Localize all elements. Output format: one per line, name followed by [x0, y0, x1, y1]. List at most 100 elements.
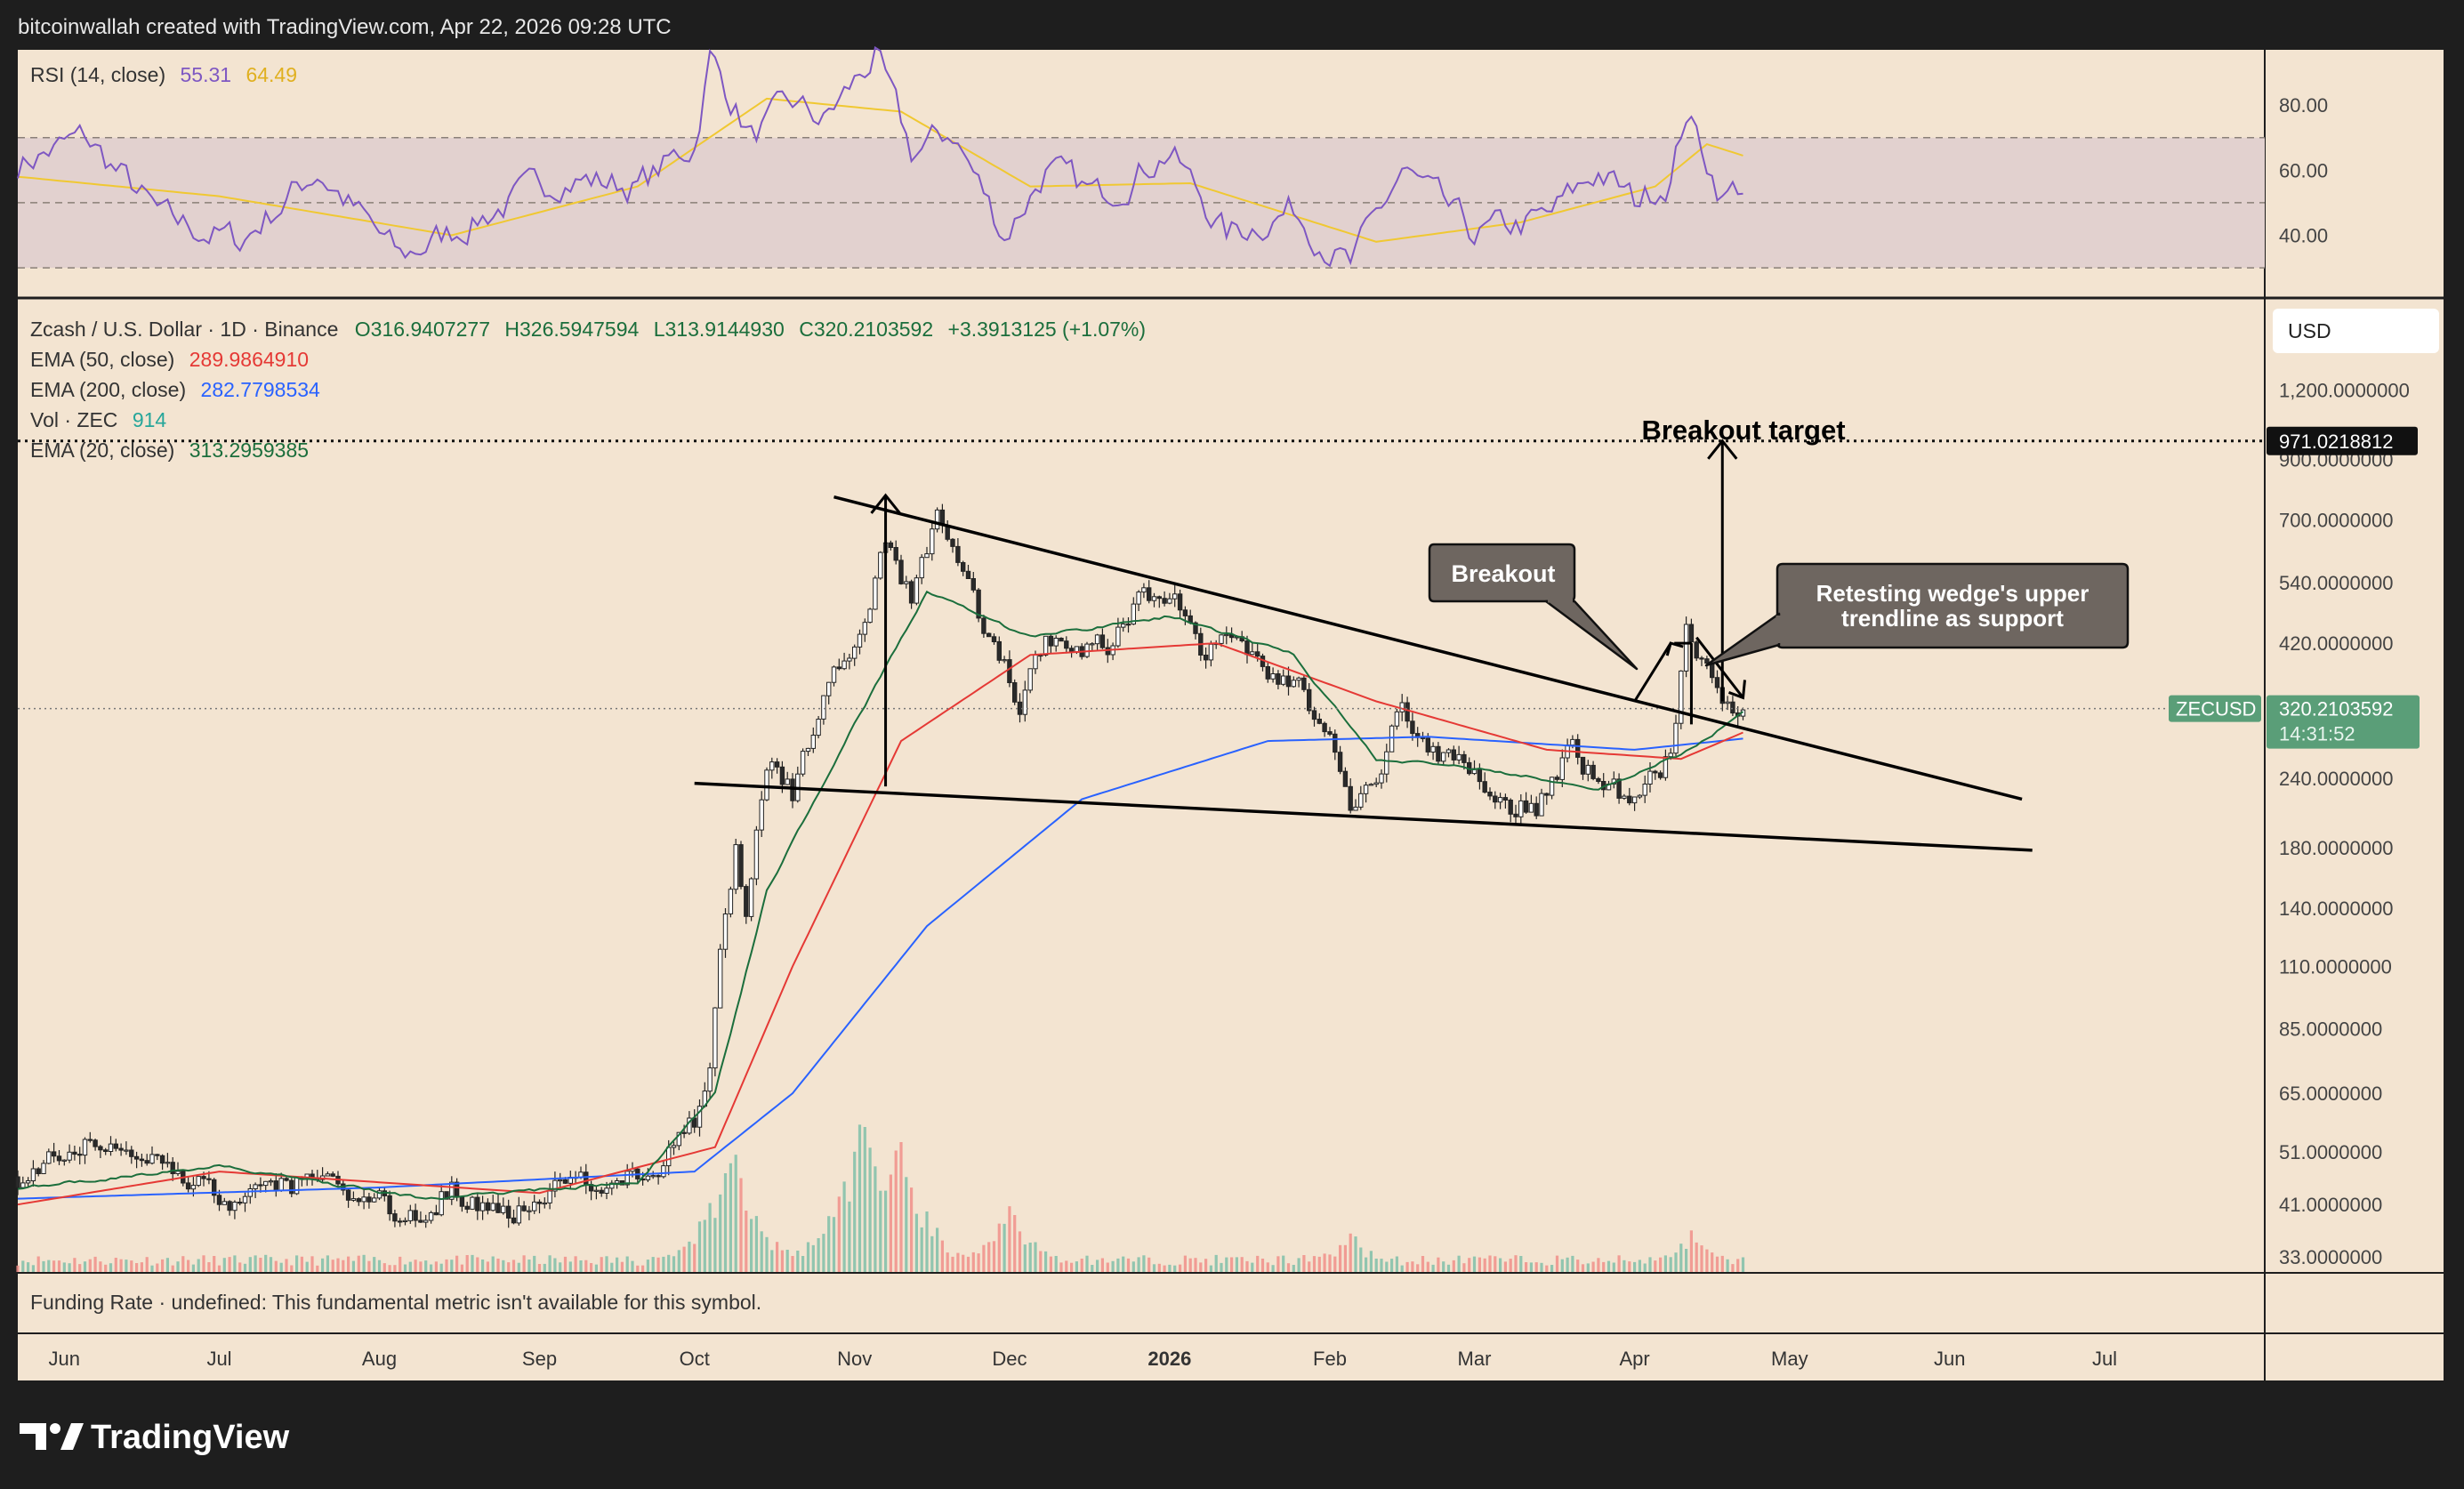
- rsi-legend[interactable]: RSI (14, close) 55.31 64.49: [30, 63, 297, 86]
- volume-bar: [1390, 1259, 1394, 1272]
- candle-body: [1147, 587, 1152, 601]
- tradingview-logo[interactable]: TradingView: [20, 1419, 290, 1456]
- price-tick-label: 140.0000000: [2279, 897, 2393, 920]
- volume-bar: [1266, 1262, 1269, 1272]
- volume-bar: [1628, 1261, 1631, 1272]
- volume-bar: [1251, 1262, 1254, 1272]
- candle-body: [124, 1149, 129, 1152]
- candle-body: [1384, 751, 1389, 775]
- volume-bar: [197, 1259, 200, 1272]
- candle-body: [1405, 702, 1410, 722]
- volume-bar: [713, 1218, 717, 1272]
- volume-bar: [811, 1244, 815, 1272]
- candle-body: [1255, 651, 1260, 657]
- lower-wedge-trendline[interactable]: [694, 781, 2033, 852]
- candle-body: [970, 578, 976, 591]
- candle-body: [1570, 738, 1575, 746]
- candle-body: [263, 1180, 269, 1187]
- candle-body: [51, 1151, 57, 1157]
- breakout-zigzag-arrow[interactable]: [1633, 641, 1693, 725]
- volume-bar: [382, 1263, 386, 1272]
- rsi-tick-label: 80.00: [2279, 94, 2328, 117]
- candle-body: [495, 1203, 501, 1213]
- candle-body: [1322, 722, 1327, 733]
- volume-bar: [171, 1265, 174, 1272]
- volume-bar: [703, 1219, 706, 1272]
- candle-body: [584, 1171, 589, 1186]
- volume-bar: [150, 1265, 154, 1272]
- volume-bar: [853, 1151, 857, 1272]
- volume-bar: [1478, 1257, 1481, 1272]
- upper-wedge-trendline[interactable]: [833, 495, 2023, 801]
- candle-body: [986, 632, 992, 638]
- candle-body: [1090, 643, 1095, 646]
- measured-move-arrow[interactable]: [870, 493, 901, 787]
- volume-bar: [1519, 1256, 1523, 1272]
- candle-body: [930, 528, 935, 555]
- volume-bar: [1591, 1261, 1595, 1272]
- candle-body: [1653, 770, 1658, 774]
- volume-bar: [1550, 1265, 1554, 1272]
- candle-body: [175, 1171, 181, 1175]
- volume-bar: [641, 1265, 645, 1272]
- volume-bar: [93, 1256, 97, 1272]
- candle-body: [1436, 745, 1441, 762]
- price-tick-label: 700.0000000: [2279, 510, 2393, 532]
- volume-bar: [47, 1260, 51, 1272]
- symbol-line: Zcash / U.S. Dollar · 1D · Binance: [30, 318, 338, 341]
- candle-body: [1710, 663, 1715, 679]
- volume-bar: [1131, 1261, 1135, 1272]
- retest-zigzag-arrow[interactable]: [1695, 636, 1746, 700]
- svg-text:EMA (200, close) 282.779: EMA (200, close) 282.7798534: [30, 378, 320, 401]
- volume-bar: [1560, 1259, 1564, 1272]
- breakout-callout[interactable]: Breakout: [1428, 543, 1639, 671]
- volume-bar: [1028, 1243, 1032, 1272]
- candle-body: [722, 914, 729, 950]
- candle-body: [258, 1184, 263, 1187]
- time-axis[interactable]: [18, 1334, 2444, 1380]
- volume-bar: [832, 1217, 836, 1272]
- symbol-tag: ZECUSD: [2176, 698, 2256, 720]
- volume-bar: [274, 1260, 278, 1272]
- volume-bar: [548, 1255, 552, 1272]
- volume-bar: [1452, 1260, 1455, 1272]
- price-legend[interactable]: Zcash / U.S. Dollar · 1D · Binance O316.…: [30, 318, 1146, 462]
- candle-body: [1477, 768, 1483, 783]
- ohlc-close: C320.2103592: [799, 318, 933, 341]
- volume-bar: [1602, 1261, 1606, 1272]
- candle-body: [428, 1211, 434, 1221]
- volume-bar: [1741, 1257, 1745, 1272]
- volume-bar: [52, 1260, 56, 1272]
- currency-button[interactable]: USD: [2273, 309, 2439, 353]
- candle-body: [103, 1149, 109, 1153]
- volume-bar: [559, 1262, 562, 1272]
- candle-body: [1337, 752, 1343, 772]
- volume-bar: [161, 1259, 165, 1272]
- candle-body: [72, 1151, 77, 1155]
- volume-bar: [57, 1260, 61, 1272]
- candle-body: [1172, 593, 1178, 600]
- candle-body: [1730, 701, 1735, 714]
- candle-body: [1136, 592, 1141, 605]
- candle-body: [1333, 733, 1338, 753]
- volume-bar: [1333, 1256, 1337, 1272]
- volume-bar: [527, 1260, 531, 1272]
- volume-bar: [739, 1178, 743, 1272]
- candle-body: [919, 557, 924, 579]
- volume-bar: [399, 1256, 402, 1272]
- price-tick-label: 1,200.0000000: [2279, 379, 2410, 401]
- candle-body: [888, 542, 894, 548]
- volume-bar: [202, 1255, 205, 1272]
- candle-body: [965, 570, 971, 579]
- retest-label-line2: trendline as support: [1841, 605, 2064, 632]
- volume-bar: [770, 1250, 774, 1272]
- candle-body: [1456, 753, 1461, 761]
- candle-body: [785, 778, 790, 785]
- volume-bar: [1245, 1260, 1249, 1272]
- volume-bar: [1525, 1262, 1528, 1272]
- retest-callout[interactable]: Retesting wedge's upper trendline as sup…: [1704, 562, 2130, 667]
- funding-pane: [18, 1274, 2444, 1332]
- volume-bar: [228, 1257, 231, 1272]
- volume-bar: [434, 1261, 438, 1272]
- volume-bar: [135, 1263, 139, 1272]
